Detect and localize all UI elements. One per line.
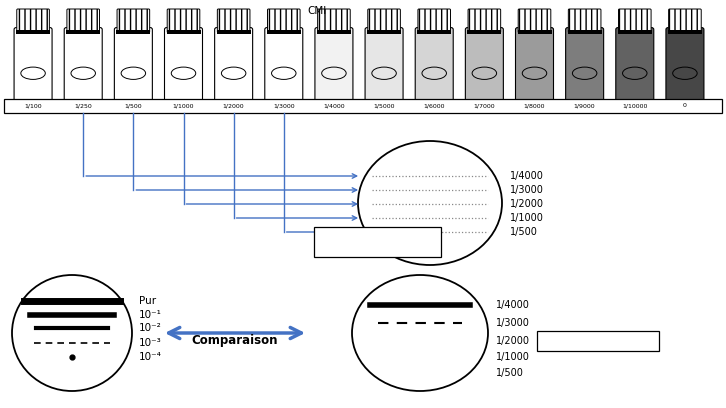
Text: 1/500: 1/500 [125, 103, 142, 108]
Text: 1/8000: 1/8000 [523, 103, 545, 108]
FancyBboxPatch shape [117, 9, 150, 33]
Text: 1/1000: 1/1000 [173, 103, 195, 108]
FancyBboxPatch shape [468, 30, 502, 33]
FancyBboxPatch shape [669, 9, 701, 33]
FancyBboxPatch shape [66, 30, 100, 33]
Text: 10⁻²: 10⁻² [139, 323, 162, 333]
FancyBboxPatch shape [267, 9, 300, 33]
FancyBboxPatch shape [468, 9, 501, 33]
Ellipse shape [472, 67, 497, 80]
Text: 18-24 Heures: 18-24 Heures [351, 244, 404, 253]
Ellipse shape [121, 67, 146, 80]
FancyBboxPatch shape [518, 30, 552, 33]
Text: 1/5000: 1/5000 [373, 103, 395, 108]
Text: 1/100: 1/100 [24, 103, 42, 108]
FancyBboxPatch shape [17, 9, 49, 33]
Ellipse shape [12, 275, 132, 391]
FancyBboxPatch shape [16, 30, 50, 33]
Text: 10⁻⁴: 10⁻⁴ [139, 352, 162, 362]
Text: Comparaison: Comparaison [192, 334, 278, 347]
FancyBboxPatch shape [368, 9, 400, 33]
Ellipse shape [422, 67, 446, 80]
FancyBboxPatch shape [116, 30, 150, 33]
FancyBboxPatch shape [465, 28, 503, 102]
FancyBboxPatch shape [619, 9, 651, 33]
Text: 1/2000: 1/2000 [223, 103, 245, 108]
FancyBboxPatch shape [618, 30, 652, 33]
FancyBboxPatch shape [666, 28, 704, 102]
FancyBboxPatch shape [317, 30, 351, 33]
Text: 1/3000: 1/3000 [510, 185, 544, 195]
Text: Incubation à 37 °C pdt: Incubation à 37 °C pdt [333, 235, 423, 244]
FancyBboxPatch shape [568, 30, 602, 33]
FancyBboxPatch shape [418, 9, 451, 33]
Ellipse shape [322, 67, 346, 80]
Text: 10⁻³: 10⁻³ [139, 338, 162, 348]
FancyBboxPatch shape [215, 28, 253, 102]
FancyBboxPatch shape [14, 28, 52, 102]
FancyBboxPatch shape [4, 99, 722, 113]
FancyBboxPatch shape [415, 28, 453, 102]
FancyBboxPatch shape [515, 28, 553, 102]
Ellipse shape [623, 67, 647, 80]
FancyBboxPatch shape [165, 28, 203, 102]
Ellipse shape [272, 67, 296, 80]
Ellipse shape [71, 67, 95, 80]
Ellipse shape [522, 67, 547, 80]
Text: 1/500: 1/500 [510, 227, 538, 237]
FancyBboxPatch shape [166, 30, 200, 33]
FancyBboxPatch shape [365, 28, 403, 102]
FancyBboxPatch shape [216, 30, 250, 33]
Text: 1/2000: 1/2000 [496, 336, 530, 346]
FancyBboxPatch shape [367, 30, 401, 33]
Text: 1/2000: 1/2000 [510, 199, 544, 209]
FancyBboxPatch shape [417, 30, 452, 33]
Text: 1/3000: 1/3000 [496, 318, 530, 328]
Ellipse shape [171, 67, 196, 80]
Text: 1/10000: 1/10000 [622, 103, 648, 108]
Text: CMI: CMI [307, 6, 327, 16]
Ellipse shape [352, 275, 488, 391]
Ellipse shape [673, 67, 697, 80]
Text: 10⁻¹: 10⁻¹ [139, 310, 162, 320]
FancyBboxPatch shape [537, 331, 659, 351]
Text: 1/1000: 1/1000 [496, 352, 530, 362]
FancyBboxPatch shape [518, 9, 551, 33]
FancyBboxPatch shape [67, 9, 99, 33]
Ellipse shape [221, 67, 246, 80]
Text: 1/500: 1/500 [496, 368, 524, 378]
Text: 1/6000: 1/6000 [423, 103, 445, 108]
Ellipse shape [372, 67, 396, 80]
Text: 1/4000: 1/4000 [510, 171, 544, 181]
FancyBboxPatch shape [314, 227, 441, 257]
Ellipse shape [358, 141, 502, 265]
FancyBboxPatch shape [568, 9, 601, 33]
Text: 1/4000: 1/4000 [323, 103, 345, 108]
FancyBboxPatch shape [115, 28, 152, 102]
Text: Pur: Pur [139, 296, 156, 306]
Text: 1/7000: 1/7000 [473, 103, 495, 108]
Text: 1/3000: 1/3000 [273, 103, 295, 108]
FancyBboxPatch shape [318, 9, 350, 33]
FancyBboxPatch shape [668, 30, 702, 33]
Text: 1/9000: 1/9000 [574, 103, 595, 108]
Ellipse shape [572, 67, 597, 80]
Text: 0: 0 [683, 103, 687, 108]
FancyBboxPatch shape [266, 30, 301, 33]
FancyBboxPatch shape [265, 28, 303, 102]
Text: 1/250: 1/250 [74, 103, 92, 108]
Ellipse shape [21, 67, 45, 80]
Text: 1/4000: 1/4000 [496, 300, 530, 310]
FancyBboxPatch shape [167, 9, 200, 33]
Text: CMB= 1/2000 µl/ml: CMB= 1/2000 µl/ml [550, 337, 646, 346]
FancyBboxPatch shape [315, 28, 353, 102]
FancyBboxPatch shape [616, 28, 654, 102]
FancyBboxPatch shape [566, 28, 603, 102]
FancyBboxPatch shape [217, 9, 250, 33]
FancyBboxPatch shape [64, 28, 102, 102]
Text: 1/1000: 1/1000 [510, 213, 544, 223]
